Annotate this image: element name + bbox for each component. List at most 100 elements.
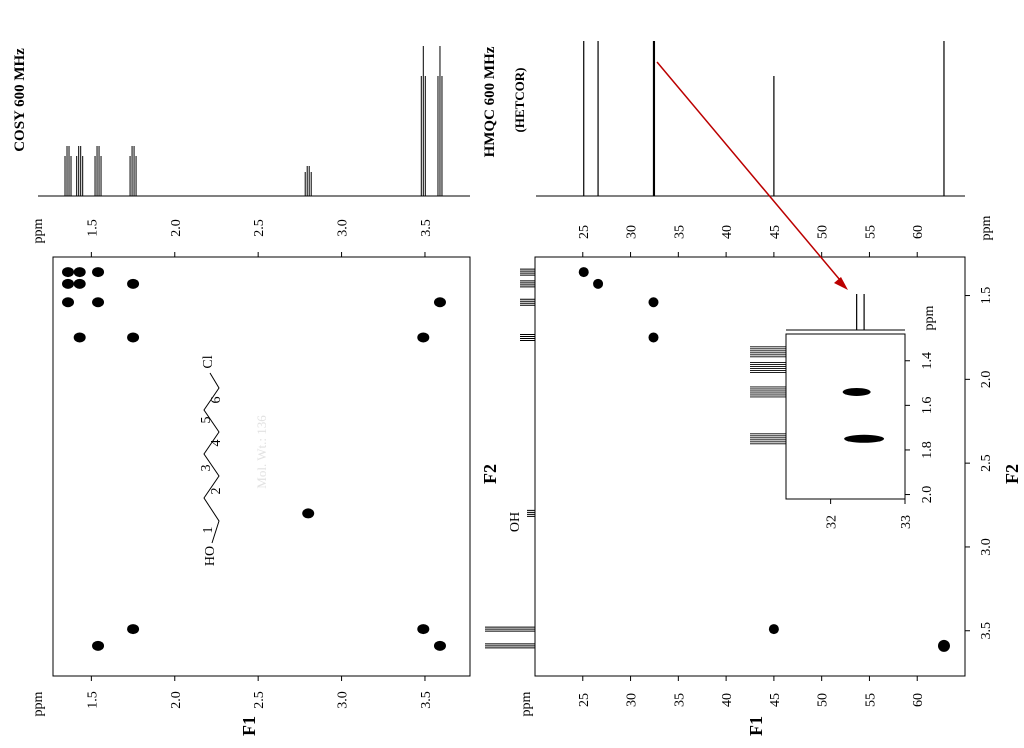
hmqc-proton-peak [485,626,535,632]
cosy-projection-peak [304,166,312,196]
hmqc-bottom-axis-tick-label: 25 [577,693,592,707]
hmqc-top-axis-tick-label: 30 [625,225,640,239]
molecule-position-2: 2 [209,488,224,495]
molecule-ho: HO [203,546,218,566]
inset-carbon-spectrum [786,294,905,331]
inset-proton-peak [750,386,786,398]
hmqc-ppm-label-top: ppm [979,215,994,240]
cosy-cross-peak [73,332,86,343]
cosy-f1-label: F1 [239,716,259,736]
cosy-bottom-axis-tick-label: 1.5 [85,691,100,709]
hmqc-top-axis: 25 30 35 40 45 50 55 60 [577,225,926,257]
hmqc-title: HMQC 600 MHz [482,46,498,157]
hmqc-cross-peak [768,624,779,635]
cosy-cross-peak [92,297,105,308]
cosy-cross-peak [127,332,140,343]
cosy-projection-peak [94,146,102,196]
cosy-cross-peak [417,624,430,635]
zoom-arrow-head [834,277,848,290]
molecule-position-6: 6 [209,397,224,404]
hmqc-bottom-axis-tick-label: 50 [816,693,831,707]
hmqc-top-axis-tick-label: 60 [911,225,926,239]
hmqc-top-axis-tick-label: 55 [863,225,878,239]
cosy-bottom-axis-tick-label: 3.5 [419,691,434,709]
inset-proton-peak [750,346,786,358]
cosy-cross-peak [417,332,430,343]
hmqc-proton-peak [520,280,535,288]
hmqc-proton-spectrum [485,257,536,676]
hmqc-cross-peak [648,297,659,308]
hmqc-top-axis-tick-label: 50 [816,225,831,239]
hmqc-oh-label: OH [508,512,523,532]
hmqc-bottom-axis: 25 30 35 40 45 50 55 60 [577,676,926,707]
hmqc-top-axis-tick-label: 40 [720,225,735,239]
cosy-top-axis-tick-label: 3.5 [419,219,434,237]
hmqc-cross-peak [648,332,659,343]
hmqc-right-axis-tick-label: 3.5 [979,622,994,640]
cosy-cross-peak [62,297,75,308]
cosy-cross-peak [92,267,105,278]
hmqc-cross-peak [578,267,589,278]
hmqc-right-axis-tick-label: 1.5 [979,287,994,305]
hmqc-bottom-axis-tick-label: 45 [768,693,783,707]
hmqc-cross-peaks [578,267,950,652]
hmqc-bottom-axis-tick-label: 35 [672,693,687,707]
cosy-projection-spectrum [64,46,443,196]
molecule-position-4: 4 [209,440,224,447]
hmqc-cross-peak [593,278,604,289]
cosy-top-axis: 1.5 2.0 2.5 3.0 3.5 [85,219,434,257]
hmqc-inset: 1.4 1.6 1.8 2.0 32 33 ppm [750,294,937,529]
cosy-cross-peak [302,508,315,519]
hmqc-panel: 25 30 35 40 45 50 55 60 25 30 35 40 45 50 55 60 1.5 2.0… [480,41,1022,736]
molecule-structure: HO Cl 1 2 3 4 5 6 Mol. Wt.: 136 [199,355,269,566]
cosy-projection-peak [437,46,443,196]
hmqc-right-axis-tick-label: 2.5 [979,454,994,472]
cosy-cross-peak [73,278,86,289]
hmqc-proton-peak [520,268,535,276]
hmqc-f2-label-left: F2 [480,464,500,484]
cosy-ppm-label-bottom: ppm [31,691,46,716]
inset-cross-peaks [842,387,885,443]
cosy-cross-peak [62,278,75,289]
molecule-position-1: 1 [201,527,216,534]
hmqc-carbon-spectrum [583,41,945,196]
inset-right-axis: 1.4 1.6 1.8 2.0 [905,352,935,503]
hmqc-f2-label-right: F2 [1002,464,1022,484]
inset-right-axis-tick-label: 2.0 [920,486,935,504]
hmqc-proton-peak [527,509,535,517]
cosy-bottom-axis-tick-label: 3.0 [336,691,351,709]
hmqc-right-axis: 1.5 2.0 2.5 3.0 3.5 [965,287,994,640]
hmqc-proton-peak [485,643,535,649]
hmqc-top-axis-tick-label: 35 [672,225,687,239]
cosy-bottom-axis: 1.5 2.0 2.5 3.0 3.5 [85,676,434,709]
hmqc-bottom-axis-tick-label: 60 [911,693,926,707]
cosy-ppm-label-top: ppm [31,218,46,243]
zoom-arrow-line [656,61,841,281]
cosy-cross-peak [62,267,75,278]
inset-cross-peak [844,434,885,443]
inset-right-axis-tick-label: 1.4 [920,352,935,370]
hmqc-bottom-axis-tick-label: 30 [625,693,640,707]
cosy-bottom-axis-tick-label: 2.0 [169,691,184,709]
cosy-top-axis-tick-label: 1.5 [85,219,100,237]
inset-bottom-axis-tick-label: 33 [899,515,914,529]
cosy-top-axis-tick-label: 3.0 [336,219,351,237]
hmqc-bottom-axis-tick-label: 40 [720,693,735,707]
molecule-skeleton [203,372,220,544]
hmqc-ppm-label-bottom: ppm [519,691,534,716]
inset-cross-peak [842,387,871,396]
hmqc-subtitle: (HETCOR) [512,68,527,133]
inset-frame [785,333,906,500]
hmqc-right-axis-tick-label: 3.0 [979,538,994,556]
inset-proton-spectrum [750,346,786,445]
molecule-cl: Cl [201,355,216,368]
cosy-cross-peak [92,640,105,651]
cosy-cross-peak [73,267,86,278]
cosy-cross-peak [433,640,446,651]
cosy-title: COSY 600 MHz [12,48,28,152]
hmqc-f1-label: F1 [746,716,766,736]
cosy-projection-peak [64,146,72,196]
cosy-top-axis-tick-label: 2.5 [252,219,267,237]
cosy-bottom-axis-tick-label: 2.5 [252,691,267,709]
